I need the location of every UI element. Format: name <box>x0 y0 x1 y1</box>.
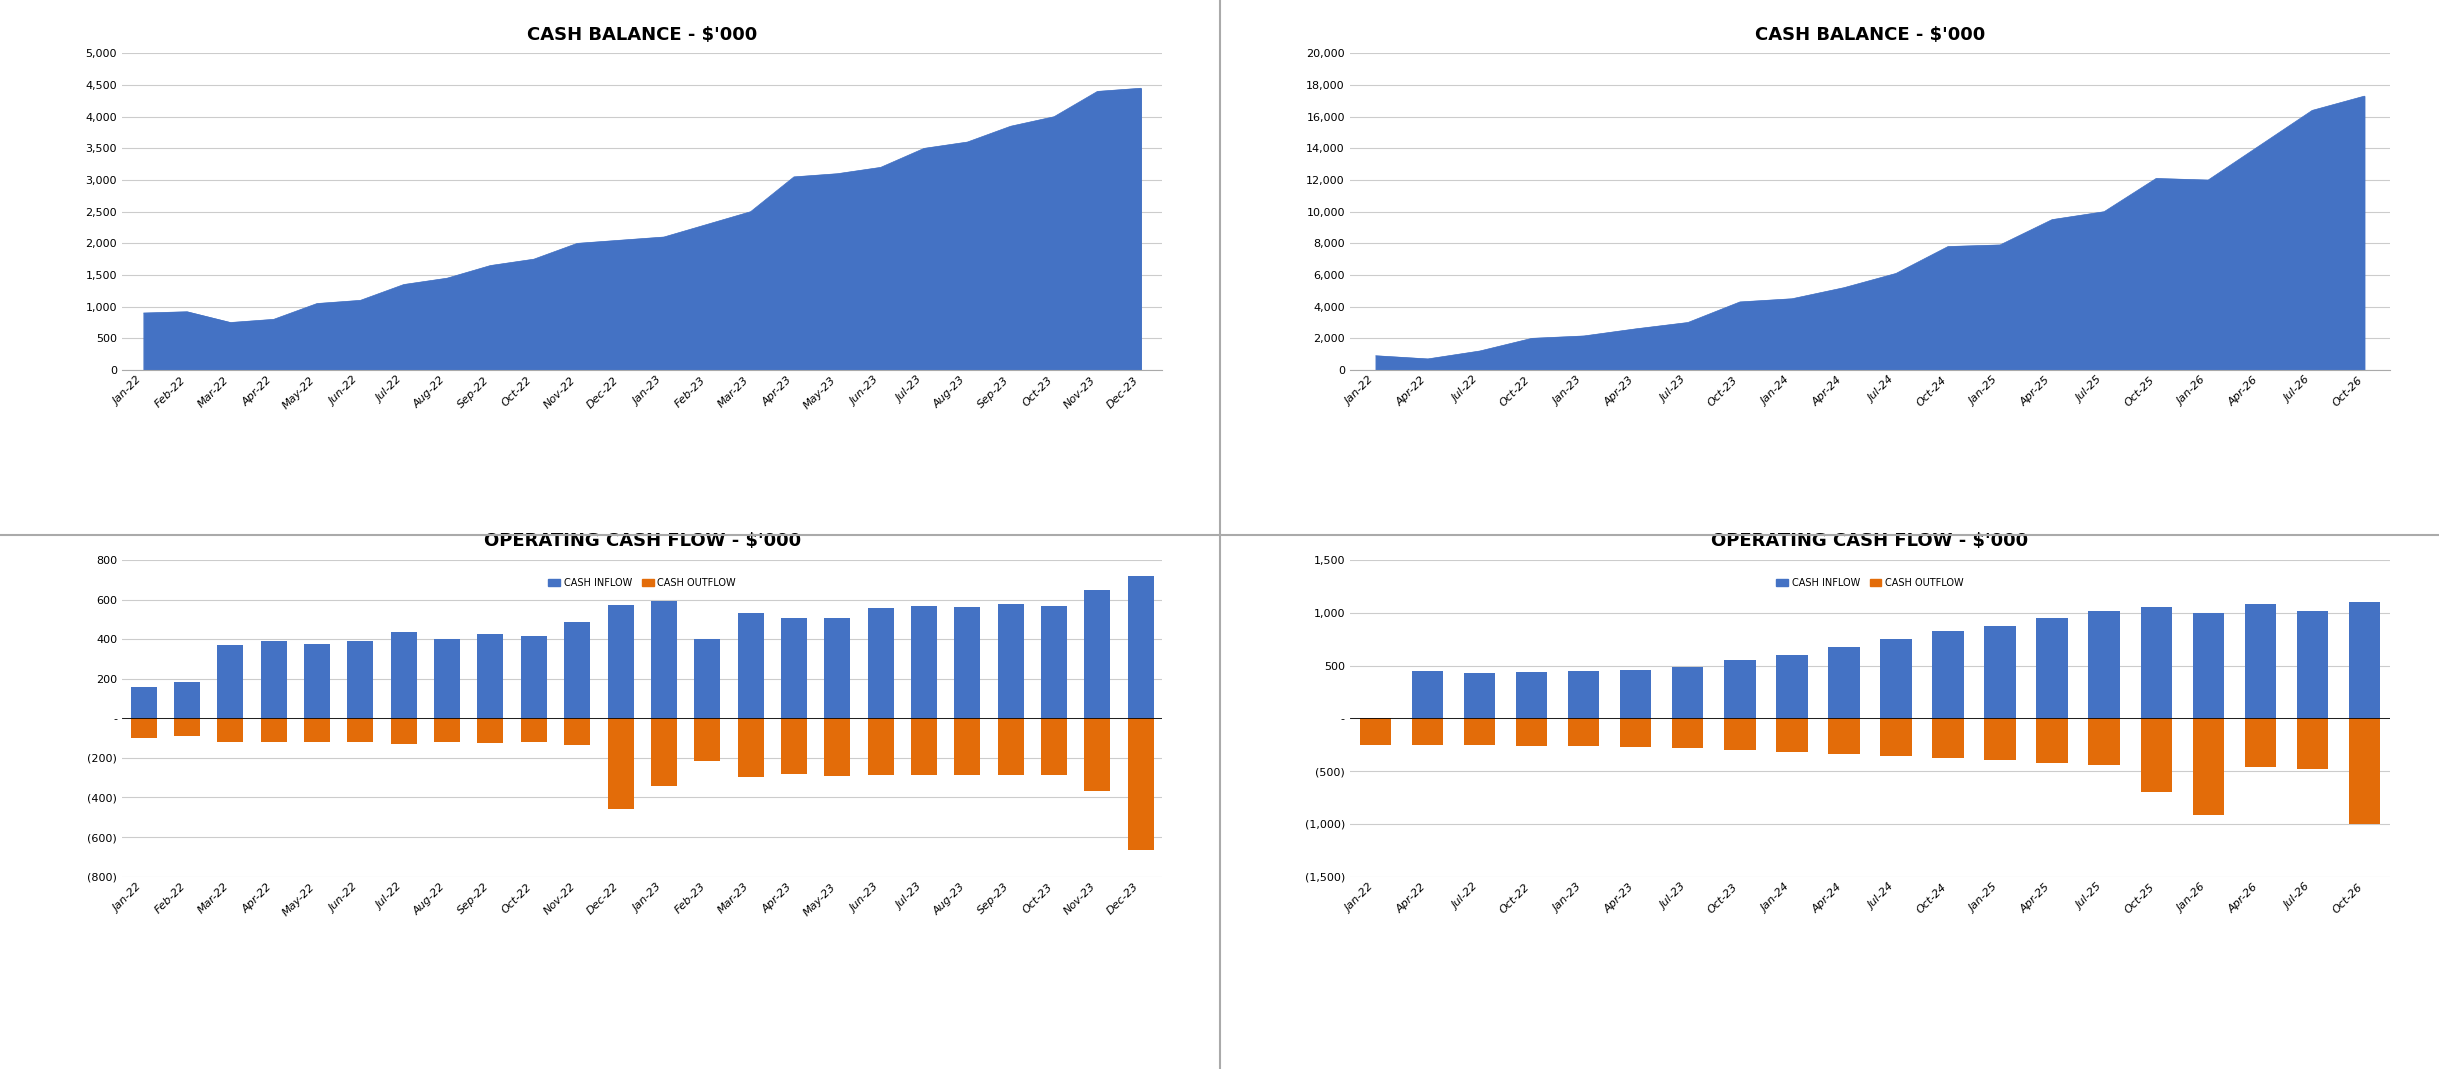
Bar <box>868 608 893 718</box>
Bar <box>1673 667 1702 718</box>
Bar <box>954 607 980 718</box>
Bar <box>522 718 546 742</box>
Bar <box>2141 607 2171 718</box>
Bar <box>1361 718 1390 745</box>
Bar <box>1829 647 1859 718</box>
Bar <box>1776 655 1807 718</box>
Bar <box>954 718 980 775</box>
Bar <box>1085 718 1110 791</box>
Bar <box>478 634 502 718</box>
Bar <box>261 718 288 742</box>
Bar <box>1985 718 2015 760</box>
Bar <box>607 718 634 809</box>
Bar <box>1619 718 1651 747</box>
Bar <box>217 645 244 718</box>
Bar <box>2088 610 2119 718</box>
Legend: CASH INFLOW, CASH OUTFLOW: CASH INFLOW, CASH OUTFLOW <box>1773 574 1968 592</box>
Bar <box>651 718 678 786</box>
Bar <box>1568 718 1600 746</box>
Bar <box>2141 718 2171 792</box>
Bar <box>132 718 156 738</box>
Title: CASH BALANCE - $'000: CASH BALANCE - $'000 <box>1754 26 1985 44</box>
Bar <box>651 601 678 718</box>
Bar <box>1041 606 1066 718</box>
Bar <box>1568 671 1600 718</box>
Bar <box>1673 718 1702 748</box>
Bar <box>1041 718 1066 775</box>
Bar <box>737 614 763 718</box>
Bar <box>305 718 329 742</box>
Bar <box>2088 718 2119 764</box>
Bar <box>1412 671 1444 718</box>
Bar <box>1932 631 1963 718</box>
Title: OPERATING CASH FLOW - $'000: OPERATING CASH FLOW - $'000 <box>1712 532 2029 551</box>
Bar <box>868 718 893 775</box>
Bar <box>261 641 288 718</box>
Bar <box>1127 718 1154 850</box>
Bar <box>173 718 200 737</box>
Bar <box>2244 718 2276 766</box>
Bar <box>1932 718 1963 758</box>
Bar <box>1463 672 1495 718</box>
Bar <box>390 718 417 744</box>
Bar <box>217 718 244 742</box>
Bar <box>2037 718 2068 762</box>
Bar <box>478 718 502 743</box>
Bar <box>2193 613 2224 718</box>
Bar <box>2193 718 2224 816</box>
Bar <box>1724 718 1756 750</box>
Bar <box>1829 718 1859 754</box>
Bar <box>2349 718 2380 824</box>
Bar <box>1463 718 1495 745</box>
Bar <box>780 718 807 774</box>
Bar <box>1517 718 1546 746</box>
Bar <box>434 718 461 742</box>
Title: CASH BALANCE - $'000: CASH BALANCE - $'000 <box>527 26 759 44</box>
Bar <box>912 606 937 718</box>
Legend: CASH INFLOW, CASH OUTFLOW: CASH INFLOW, CASH OUTFLOW <box>544 574 739 592</box>
Bar <box>132 686 156 718</box>
Title: OPERATING CASH FLOW - $'000: OPERATING CASH FLOW - $'000 <box>483 532 800 551</box>
Bar <box>2298 610 2327 718</box>
Bar <box>2244 604 2276 718</box>
Bar <box>780 618 807 718</box>
Bar <box>998 718 1024 775</box>
Bar <box>2298 718 2327 769</box>
Bar <box>1361 718 1390 729</box>
Bar <box>824 718 851 776</box>
Bar <box>1880 639 1912 718</box>
Bar <box>522 636 546 718</box>
Bar <box>563 718 590 745</box>
Bar <box>1776 718 1807 753</box>
Bar <box>1085 590 1110 718</box>
Bar <box>305 645 329 718</box>
Bar <box>998 604 1024 718</box>
Bar <box>1880 718 1912 756</box>
Bar <box>346 718 373 742</box>
Bar <box>824 618 851 718</box>
Bar <box>434 639 461 718</box>
Bar <box>695 718 720 761</box>
Bar <box>563 622 590 718</box>
Bar <box>173 682 200 718</box>
Bar <box>912 718 937 775</box>
Bar <box>346 641 373 718</box>
Bar <box>695 639 720 718</box>
Bar <box>1724 661 1756 718</box>
Bar <box>390 632 417 718</box>
Bar <box>2349 602 2380 718</box>
Bar <box>1619 670 1651 718</box>
Bar <box>737 718 763 777</box>
Bar <box>607 604 634 718</box>
Bar <box>1127 576 1154 718</box>
Bar <box>2037 618 2068 718</box>
Bar <box>1517 671 1546 718</box>
Bar <box>1985 626 2015 718</box>
Bar <box>1412 718 1444 745</box>
